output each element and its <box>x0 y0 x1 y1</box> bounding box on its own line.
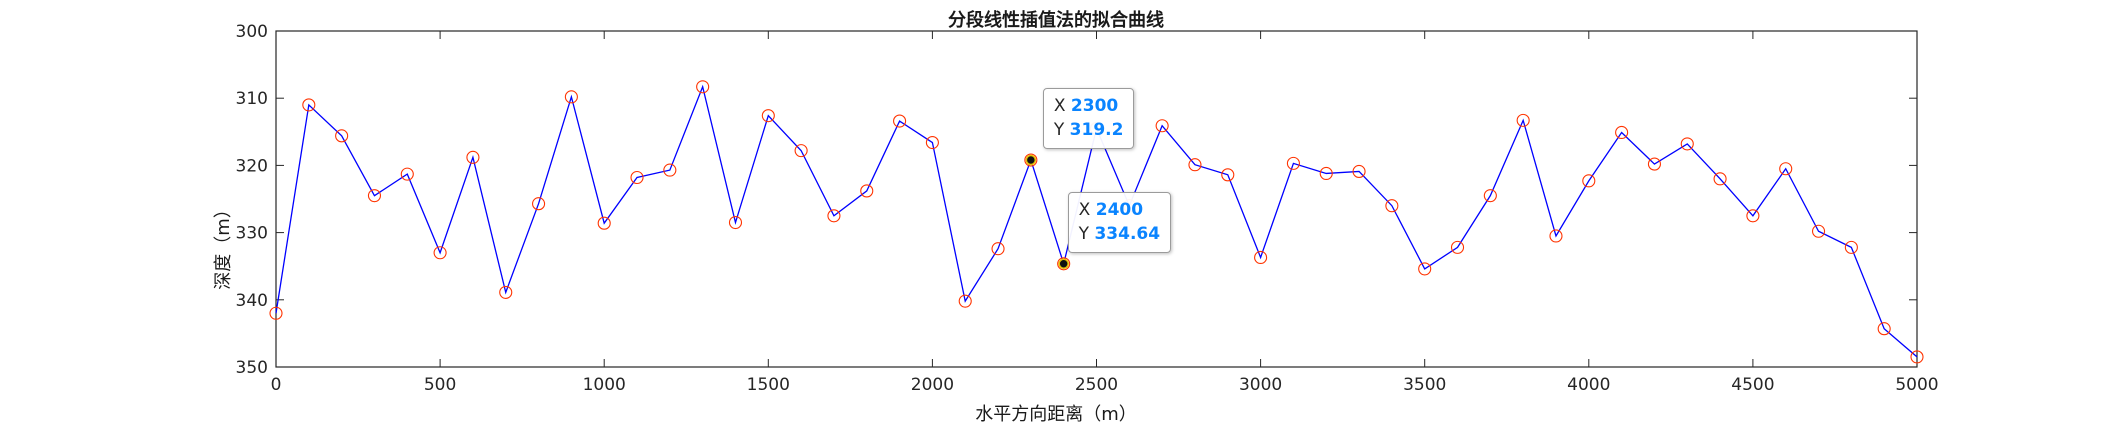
data-point <box>925 136 939 150</box>
data-point <box>728 215 743 230</box>
data-point <box>958 294 972 308</box>
data-point <box>1385 199 1399 213</box>
data-point <box>1221 168 1235 182</box>
data-point <box>400 167 414 181</box>
x-tick-label: 2500 <box>1075 375 1118 395</box>
x-tick-label: 1000 <box>583 375 626 395</box>
datatip-x-label: X <box>1078 199 1091 220</box>
datatip-y-value: 319.2 <box>1069 120 1124 141</box>
data-point <box>761 109 775 123</box>
data-point <box>893 114 907 128</box>
data-point <box>1254 250 1268 265</box>
data-point <box>1155 119 1169 133</box>
data-point <box>794 144 808 158</box>
data-point <box>1549 229 1563 243</box>
data-point <box>1615 125 1629 140</box>
y-tick-label: 300 <box>236 22 268 42</box>
data-point <box>1877 322 1891 336</box>
y-axis-label: 深度（m） <box>213 200 234 290</box>
data-point <box>367 189 382 203</box>
data-point <box>630 170 644 185</box>
data-point <box>597 216 611 230</box>
x-tick-label: 4500 <box>1731 375 1774 395</box>
y-tick-label: 330 <box>236 224 268 244</box>
data-point <box>1286 156 1300 170</box>
data-point <box>1647 157 1661 171</box>
datatip-x-value: 2400 <box>1095 199 1144 220</box>
x-tick-label: 3000 <box>1239 375 1282 395</box>
y-tick-label: 310 <box>236 89 268 109</box>
x-tick-label: 1500 <box>747 375 790 395</box>
x-tick-label: 500 <box>424 375 456 395</box>
y-tick-label: 340 <box>236 291 268 311</box>
data-point <box>1352 164 1366 178</box>
data-point <box>1779 162 1793 176</box>
data-point <box>269 306 283 320</box>
data-point <box>1188 158 1202 172</box>
y-tick-label: 320 <box>236 156 268 176</box>
x-tick-label: 5000 <box>1895 375 1938 395</box>
data-point <box>499 285 513 299</box>
data-point <box>1680 137 1694 151</box>
data-point <box>1516 113 1530 127</box>
x-tick-label: 2000 <box>911 375 954 395</box>
y-tick-label: 350 <box>236 358 268 378</box>
data-point <box>1910 350 1924 364</box>
datatip-marker <box>1058 258 1069 270</box>
data-point <box>860 184 874 198</box>
data-point <box>663 163 677 177</box>
chart-title: 分段线性插值法的拟合曲线 <box>948 10 1164 31</box>
data-point <box>1582 174 1596 188</box>
data-point <box>1319 166 1333 181</box>
x-tick-label: 3500 <box>1403 375 1446 395</box>
data-point <box>991 242 1005 256</box>
datatip-marker <box>1025 154 1037 166</box>
x-tick-label: 4000 <box>1567 375 1610 395</box>
data-point <box>1713 172 1727 186</box>
data-point <box>1483 189 1497 203</box>
data-point <box>1418 262 1432 276</box>
data-point <box>532 197 546 211</box>
data-point <box>1057 257 1071 271</box>
data-point <box>696 80 710 94</box>
datatip-y-label: Y <box>1053 120 1065 141</box>
data-point <box>1844 240 1858 254</box>
data-point <box>1450 240 1465 254</box>
x-tick-label: 0 <box>271 375 282 395</box>
data-point <box>466 150 480 164</box>
datatip-y-value: 334.64 <box>1094 223 1161 244</box>
data-point <box>564 90 578 104</box>
x-axis-label: 水平方向距离（m） <box>975 404 1137 425</box>
data-point <box>433 246 447 260</box>
data-point <box>335 129 349 143</box>
datatip-x-label: X <box>1053 96 1066 117</box>
datatip-2300[interactable]: X 2300 Y 319.2 <box>1042 88 1135 150</box>
data-point <box>827 209 841 223</box>
data-point <box>302 98 316 112</box>
datatip-y-label: Y <box>1078 223 1090 244</box>
datatip-x-value: 2300 <box>1070 96 1119 117</box>
datatip-2400[interactable]: X 2400 Y 334.64 <box>1067 191 1172 253</box>
data-point <box>1746 209 1760 223</box>
data-point <box>1024 153 1038 167</box>
data-point <box>1811 224 1826 238</box>
